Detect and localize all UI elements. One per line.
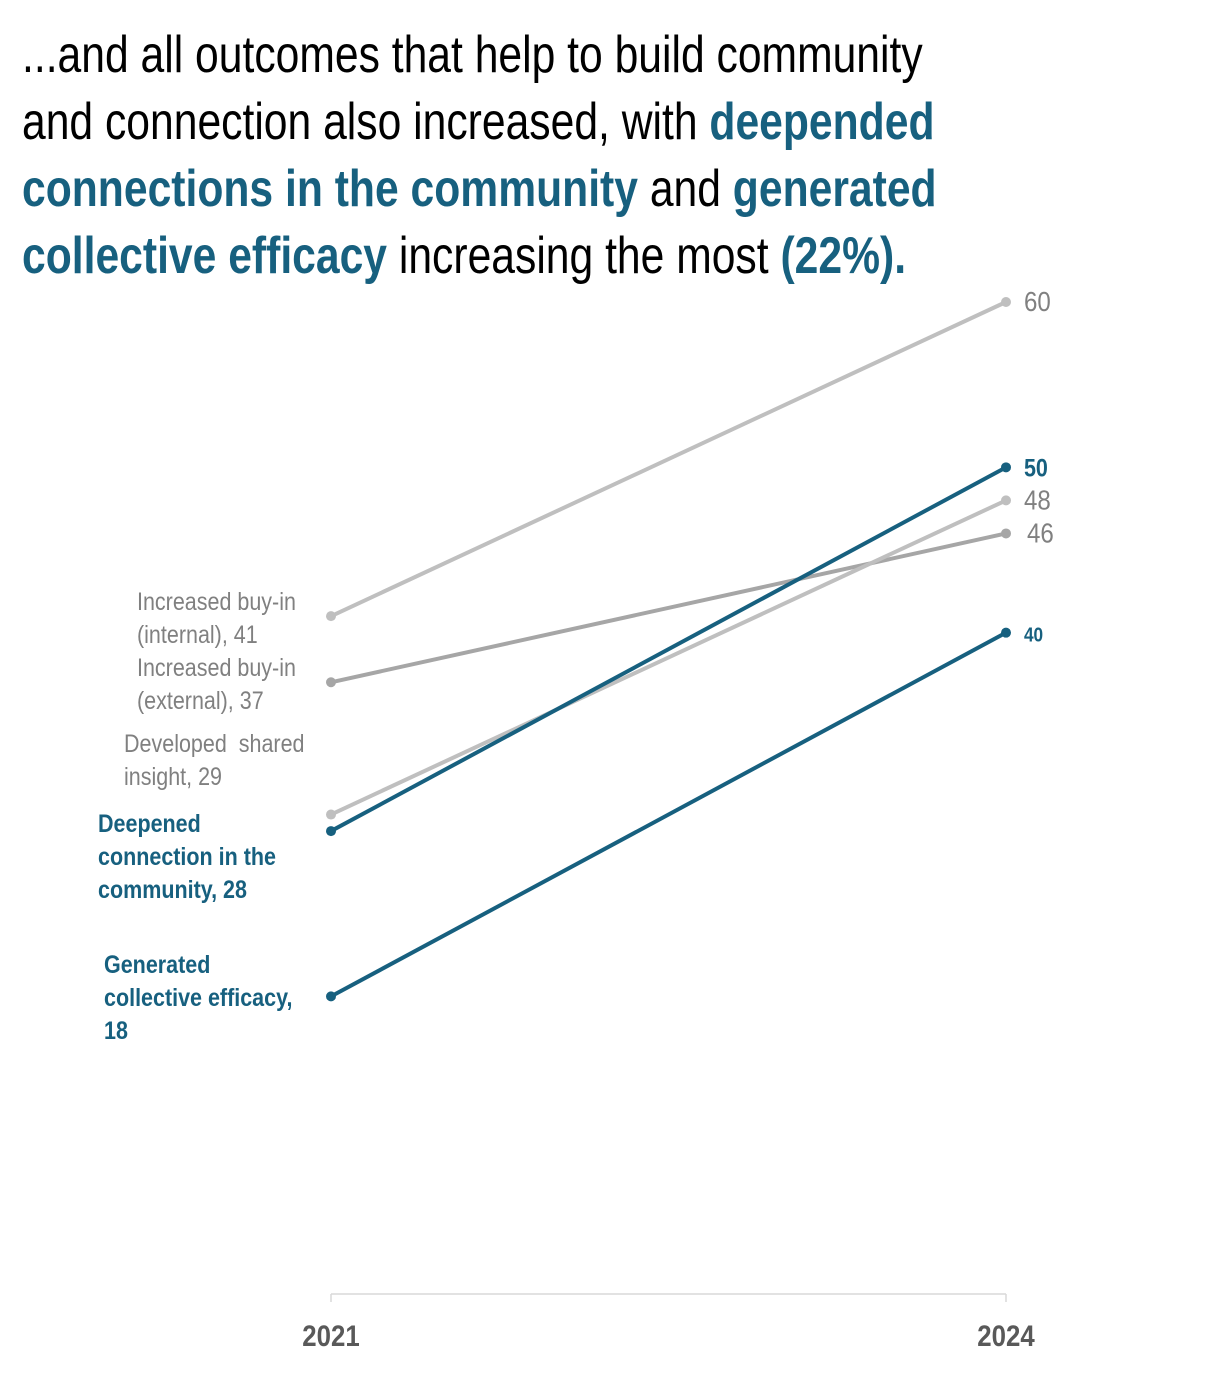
title-text: increasing the most [387, 227, 781, 285]
label-line: (internal), 41 [137, 621, 258, 649]
series-line [330, 531, 1007, 685]
x-tick-label: 2024 [977, 1319, 1035, 1352]
title-highlight: (22%). [780, 227, 907, 285]
label-line: insight, 29 [124, 763, 223, 791]
label-line: Increased buy-in [137, 588, 296, 616]
title-text: ...and all outcomes that help to build c… [22, 26, 923, 151]
label-line: Deepened [98, 810, 201, 838]
title-text: and [637, 160, 733, 218]
series-line [330, 300, 1007, 618]
title-highlight: generated collective efficacy [22, 160, 937, 285]
chart-title: ...and all outcomes that help to build c… [22, 22, 965, 290]
end-value-label: 60 [1024, 285, 1051, 317]
series-start-label: Increased buy-in (internal), 41 [137, 586, 296, 652]
end-value-label: 46 [1027, 517, 1054, 549]
label-line: Generated [104, 951, 211, 979]
series-start-label: Generated collective efficacy, 18 [104, 949, 292, 1048]
series-start-label: Developed shared insight, 29 [124, 728, 304, 794]
label-line: collective efficacy, [104, 984, 293, 1012]
series-line [330, 498, 1007, 817]
series-start-label: Deepened connection in the community, 28 [98, 808, 276, 907]
data-point [326, 677, 336, 688]
label-line: (external), 37 [137, 687, 264, 715]
end-value-label: 40 [1024, 623, 1043, 646]
title-highlight: deepended connections in the community [22, 93, 935, 218]
data-point [1001, 627, 1011, 638]
end-value-label: 50 [1024, 454, 1048, 482]
x-tick-label: 2021 [302, 1319, 359, 1352]
label-line: Increased buy-in [137, 654, 296, 682]
series-line [330, 465, 1007, 833]
data-point [326, 611, 336, 622]
data-point [1001, 462, 1011, 473]
data-point [326, 991, 336, 1002]
label-line: Developed shared [124, 730, 305, 758]
data-point [1001, 528, 1011, 539]
data-point [326, 809, 336, 820]
end-value-label: 48 [1024, 484, 1051, 516]
label-line: connection in the [98, 843, 276, 871]
series-start-label: Increased buy-in (external), 37 [137, 652, 296, 718]
label-line: 18 [104, 1017, 128, 1045]
label-line: community, 28 [98, 876, 247, 904]
data-point [1001, 495, 1011, 506]
series-line [330, 630, 1007, 999]
data-point [326, 826, 336, 837]
data-point [1001, 297, 1011, 307]
